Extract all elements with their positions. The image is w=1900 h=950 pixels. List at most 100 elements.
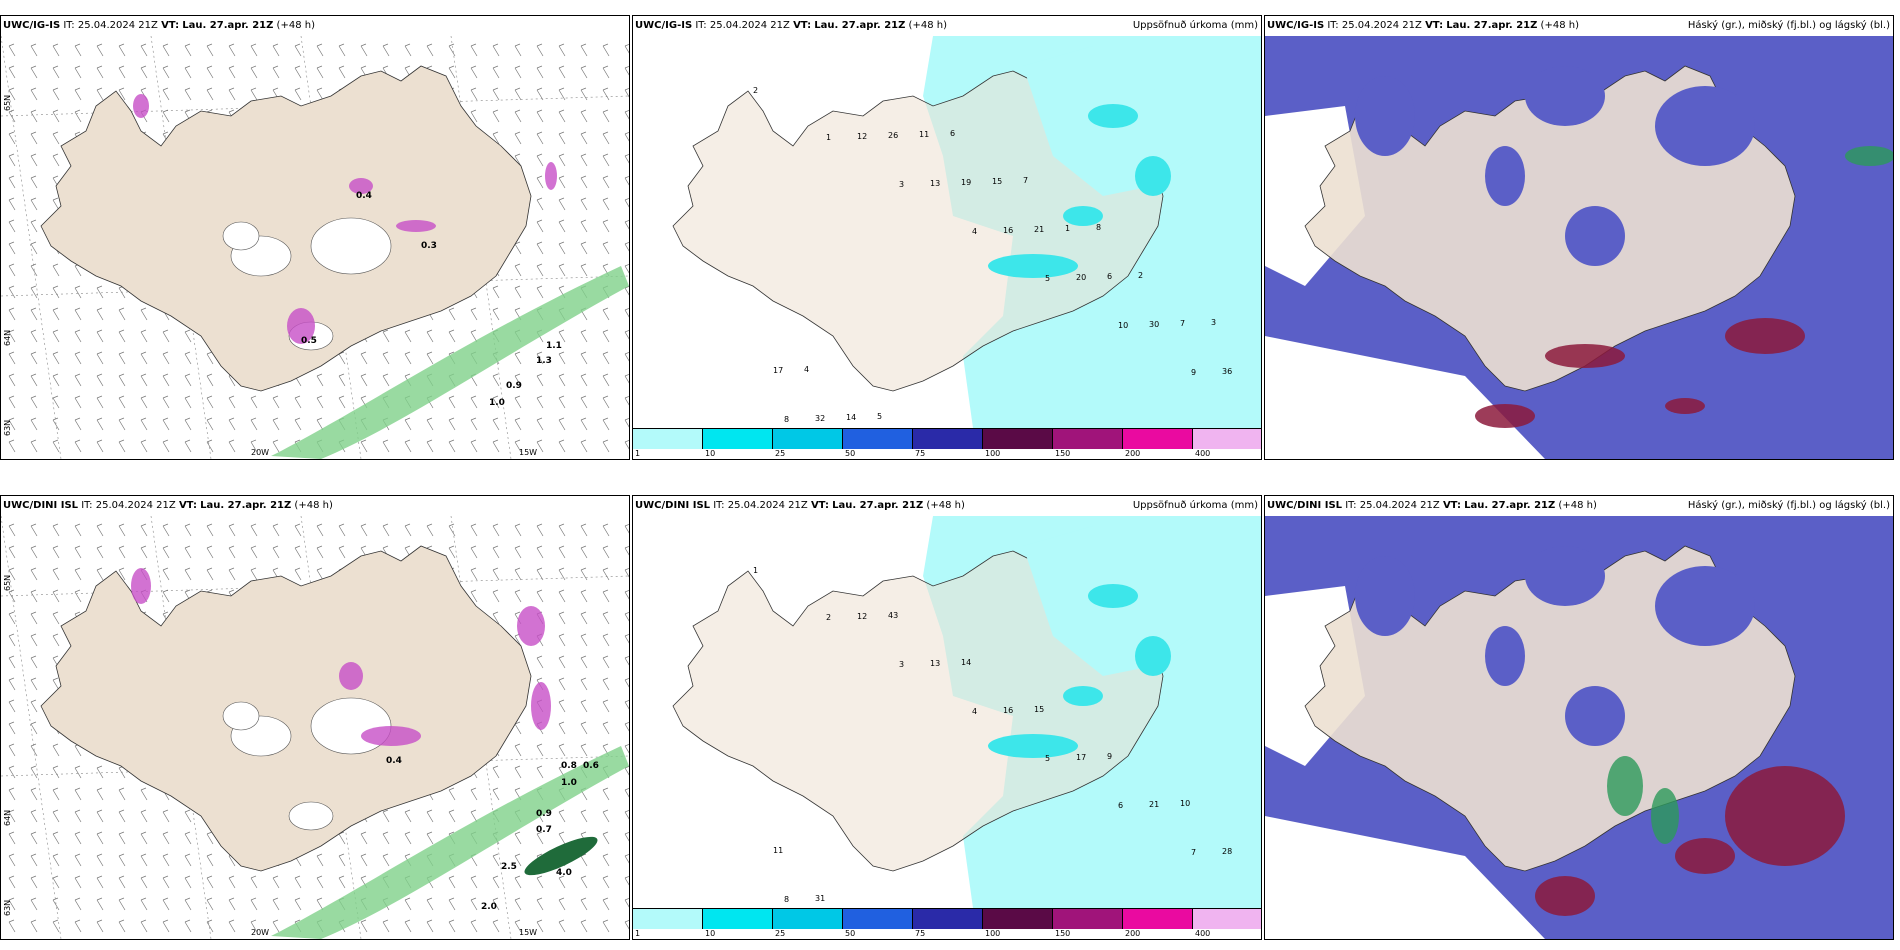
wind-barb bbox=[272, 43, 280, 57]
colorbar-label: 150 bbox=[1055, 449, 1071, 458]
wind-barb bbox=[492, 43, 500, 57]
wind-barb bbox=[580, 655, 588, 669]
wind-barb bbox=[382, 523, 390, 537]
wind-barb bbox=[602, 43, 610, 57]
wind-barb bbox=[96, 831, 104, 845]
wind-barb bbox=[228, 567, 236, 581]
wind-barb bbox=[558, 373, 566, 387]
wind-barb bbox=[272, 897, 280, 911]
wind-barb bbox=[30, 263, 38, 277]
precip-value: 10 bbox=[1180, 799, 1191, 808]
precip-value: 9 bbox=[1191, 368, 1197, 377]
wind-barb bbox=[360, 373, 368, 387]
clear-sky bbox=[1265, 816, 1545, 939]
precip-value: 30 bbox=[1149, 320, 1160, 329]
precip-map bbox=[633, 516, 1261, 908]
wind-barb bbox=[536, 285, 544, 299]
wind-barb bbox=[514, 589, 522, 603]
longitude-label: 20W bbox=[251, 928, 270, 937]
wind-barb bbox=[536, 523, 544, 537]
wind-barb bbox=[74, 439, 82, 453]
wind-barb bbox=[162, 853, 170, 867]
precip-value: 15 bbox=[992, 177, 1003, 186]
wave-height-label: 0.9 bbox=[536, 809, 552, 819]
wind-barb bbox=[184, 809, 192, 823]
glacier-area bbox=[310, 697, 392, 755]
precip-value: 43 bbox=[888, 611, 899, 620]
wind-barb bbox=[470, 439, 478, 453]
wind-barb bbox=[272, 65, 280, 79]
wind-barb bbox=[162, 43, 170, 57]
high-cloud bbox=[1725, 766, 1845, 866]
wind-barb bbox=[360, 439, 368, 453]
cloud-panel: UWC/DINI ISL IT: 25.04.2024 21Z VT: Lau.… bbox=[1264, 495, 1894, 940]
wind-barb bbox=[206, 43, 214, 57]
wind-barb bbox=[96, 43, 104, 57]
wind-barb bbox=[30, 219, 38, 233]
wind-barb bbox=[52, 109, 60, 123]
wind-barb bbox=[492, 765, 500, 779]
wind-barb bbox=[8, 831, 16, 845]
panel-header: UWC/DINI ISL IT: 25.04.2024 21Z VT: Lau.… bbox=[1267, 500, 1597, 511]
wind-barb bbox=[52, 439, 60, 453]
wind-barb bbox=[206, 417, 214, 431]
wind-barb bbox=[140, 43, 148, 57]
precip-value: 8 bbox=[1096, 223, 1102, 232]
wind-barb bbox=[514, 545, 522, 559]
lead-time: (+48 h) bbox=[294, 500, 333, 511]
wind-barb bbox=[30, 131, 38, 145]
wind-barb bbox=[162, 545, 170, 559]
wind-barb bbox=[426, 439, 434, 453]
wind-barb bbox=[558, 743, 566, 757]
wind-barb bbox=[316, 897, 324, 911]
wind-barb bbox=[470, 567, 478, 581]
valid-time: Lau. 27.apr. 21Z bbox=[1446, 20, 1538, 31]
high-cloud bbox=[1545, 344, 1625, 368]
wind-barb bbox=[30, 633, 38, 647]
longitude-label: 15W bbox=[519, 928, 538, 937]
wind-barb bbox=[624, 264, 629, 274]
precip-value: 11 bbox=[773, 846, 784, 855]
valid-time: Lau. 27.apr. 21Z bbox=[200, 500, 292, 511]
wind-barb bbox=[184, 875, 192, 889]
it-label: IT: bbox=[713, 500, 725, 511]
wave-height-label: 1.3 bbox=[536, 356, 552, 366]
graticule-line bbox=[150, 516, 212, 939]
precip-blob bbox=[545, 162, 557, 190]
precip-blob bbox=[133, 94, 149, 118]
colorbar-swatch bbox=[1193, 909, 1261, 929]
wind-barb bbox=[30, 439, 38, 453]
wind-barb bbox=[118, 545, 126, 559]
wind-barb bbox=[448, 417, 456, 431]
wind-barb bbox=[602, 567, 610, 581]
wind-barb bbox=[96, 567, 104, 581]
wind-barb bbox=[492, 787, 500, 801]
wind-barb bbox=[514, 241, 522, 255]
wind-barb bbox=[580, 589, 588, 603]
wind-barb bbox=[206, 351, 214, 365]
wind-barb bbox=[360, 853, 368, 867]
precip-value: 1 bbox=[1065, 224, 1071, 233]
wind-barb bbox=[96, 285, 104, 299]
wind-barb bbox=[206, 523, 214, 537]
wind-barb bbox=[250, 875, 258, 889]
wind-barb bbox=[228, 417, 236, 431]
wind-barb bbox=[514, 373, 522, 387]
wind-barb bbox=[184, 417, 192, 431]
wind-barb bbox=[580, 329, 588, 343]
wind-barb bbox=[624, 132, 629, 142]
wind-barb bbox=[492, 919, 500, 933]
wind-barb bbox=[272, 523, 280, 537]
wind-barb bbox=[250, 439, 258, 453]
wind-barb bbox=[514, 765, 522, 779]
wind-barb bbox=[52, 611, 60, 625]
wind-barb bbox=[184, 439, 192, 453]
wind-barb bbox=[52, 417, 60, 431]
wind-barb bbox=[338, 373, 346, 387]
wind-barb bbox=[96, 65, 104, 79]
wind-barb bbox=[162, 373, 170, 387]
wind-barb bbox=[602, 417, 610, 431]
colorbar-label: 1 bbox=[635, 929, 641, 938]
wind-barb bbox=[602, 919, 610, 933]
latitude-label: 63N bbox=[3, 419, 12, 436]
